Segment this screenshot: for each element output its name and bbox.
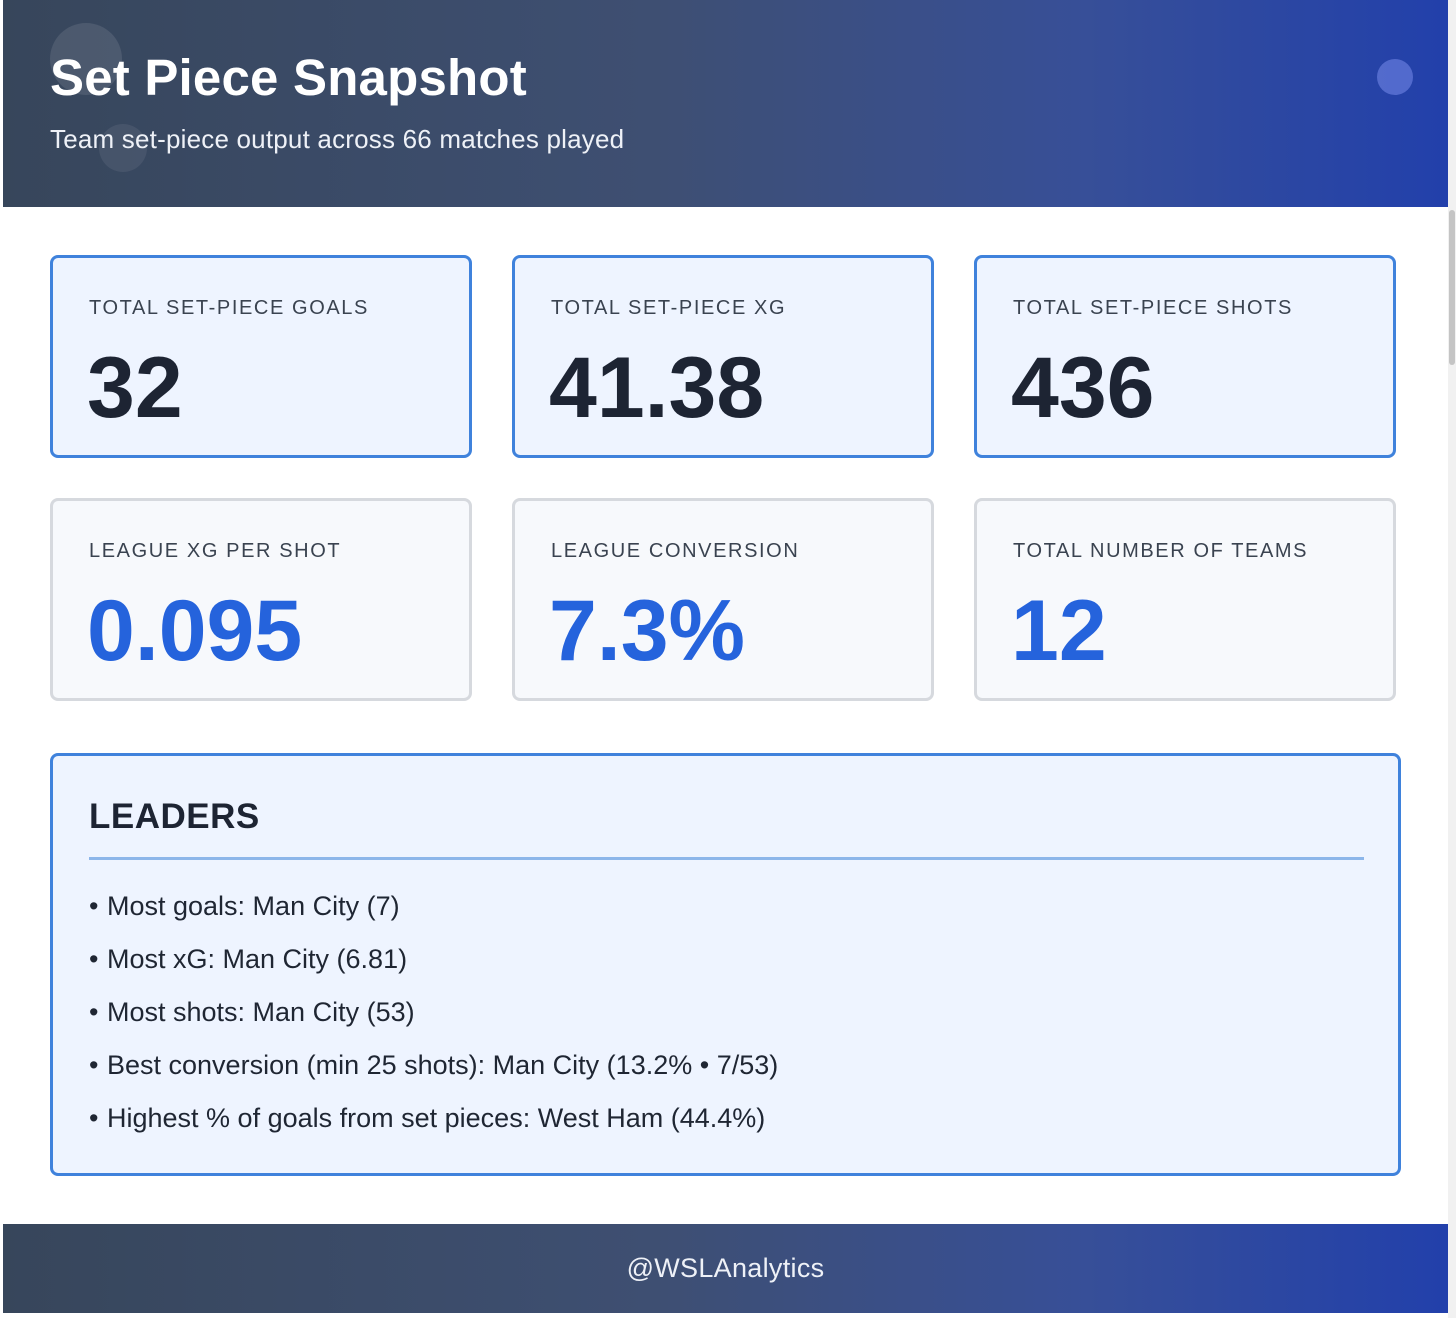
leader-text: Most shots: Man City (53): [107, 997, 415, 1027]
leader-text: Most goals: Man City (7): [107, 891, 400, 921]
snapshot-card: Set Piece Snapshot Team set-piece output…: [3, 0, 1448, 1313]
stat-value: 41.38: [549, 340, 765, 436]
list-item: • Best conversion (min 25 shots): Man Cit…: [89, 1039, 778, 1092]
stat-card-total-teams: TOTAL NUMBER OF TEAMS 12: [974, 498, 1396, 701]
bullet-icon: •: [89, 891, 99, 921]
leader-text: Most xG: Man City (6.81): [107, 944, 408, 974]
footer-banner: @WSLAnalytics: [3, 1224, 1448, 1313]
decorative-circle: [1377, 59, 1413, 95]
list-item: • Most goals: Man City (7): [89, 880, 778, 933]
bullet-icon: •: [89, 997, 99, 1027]
header-banner: Set Piece Snapshot Team set-piece output…: [3, 0, 1448, 207]
leaders-title: LEADERS: [89, 797, 260, 836]
leaders-panel: LEADERS • Most goals: Man City (7) • Most …: [50, 753, 1401, 1176]
stat-label: LEAGUE CONVERSION: [551, 540, 800, 562]
decorative-circle: [50, 23, 122, 95]
vertical-scrollbar[interactable]: [1448, 0, 1456, 1318]
list-item: • Most shots: Man City (53): [89, 986, 778, 1039]
scrollbar-thumb[interactable]: [1449, 210, 1455, 365]
stat-label: TOTAL NUMBER OF TEAMS: [1013, 540, 1309, 562]
stat-card-league-xg-per-shot: LEAGUE XG PER SHOT 0.095: [50, 498, 472, 701]
stat-label: TOTAL SET-PIECE XG: [551, 297, 787, 319]
stat-label: TOTAL SET-PIECE SHOTS: [1013, 297, 1293, 319]
list-item: • Most xG: Man City (6.81): [89, 933, 778, 986]
list-item: • Highest % of goals from set pieces: Wes…: [89, 1092, 778, 1145]
footer-handle: @WSLAnalytics: [626, 1253, 825, 1283]
stat-value: 12: [1011, 583, 1107, 679]
leader-text: Best conversion (min 25 shots): Man City…: [107, 1050, 779, 1080]
divider: [89, 857, 1364, 860]
stat-value: 7.3%: [549, 583, 746, 679]
bullet-icon: •: [89, 944, 99, 974]
stat-label: TOTAL SET-PIECE GOALS: [89, 297, 369, 319]
decorative-circle: [99, 124, 147, 172]
stat-card-total-shots: TOTAL SET-PIECE SHOTS 436: [974, 255, 1396, 458]
leader-text: Highest % of goals from set pieces: West…: [107, 1103, 766, 1133]
stat-card-total-xg: TOTAL SET-PIECE XG 41.38: [512, 255, 934, 458]
stat-value: 32: [87, 340, 183, 436]
bullet-icon: •: [89, 1050, 99, 1080]
page-subtitle: Team set-piece output across 66 matches …: [50, 124, 625, 154]
stat-label: LEAGUE XG PER SHOT: [89, 540, 342, 562]
stat-card-league-conversion: LEAGUE CONVERSION 7.3%: [512, 498, 934, 701]
page-title: Set Piece Snapshot: [50, 49, 527, 106]
bullet-icon: •: [89, 1103, 99, 1133]
stat-card-total-goals: TOTAL SET-PIECE GOALS 32: [50, 255, 472, 458]
leaders-list: • Most goals: Man City (7) • Most xG: Man …: [89, 880, 778, 1145]
stat-value: 0.095: [87, 583, 303, 679]
stat-value: 436: [1011, 340, 1155, 436]
